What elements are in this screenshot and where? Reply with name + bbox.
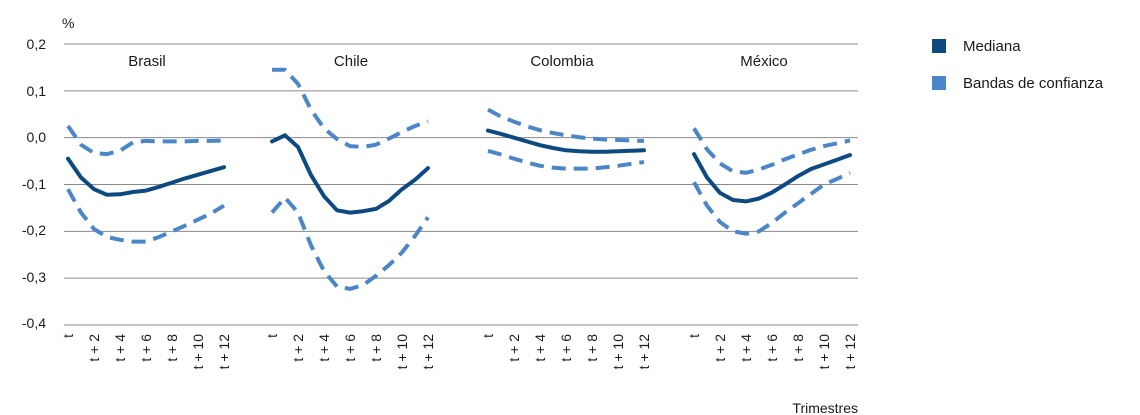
- series-banda-inferior-line: [66, 188, 226, 244]
- y-tick-label: -0,3: [22, 269, 46, 285]
- x-tick-label: t + 4: [316, 334, 332, 362]
- legend-item-bandas: Bandas de confianza: [932, 73, 1103, 93]
- x-tick-label: t + 12: [636, 334, 652, 370]
- series-mediana-line: [692, 152, 852, 204]
- y-tick-label: 0,0: [27, 129, 47, 145]
- x-tick-label: t + 6: [342, 334, 358, 362]
- x-tick-labels: t t + 2 t + 4 t + 6 t + 8 t + 10 t + 12 t t + 2 t…: [60, 334, 858, 370]
- series-banda-superior-line: [487, 107, 645, 143]
- panel-titles: Brasil Chile Colombia México: [128, 53, 788, 70]
- x-tick-label: t + 6: [558, 334, 574, 362]
- panel-title-mexico: México: [740, 53, 788, 70]
- x-tick-label: t + 8: [584, 334, 600, 362]
- series-banda-inferior-line: [487, 148, 645, 171]
- legend-item-mediana: Mediana: [932, 36, 1103, 56]
- panel-title-brasil: Brasil: [128, 53, 166, 70]
- axis-labels: % 0,2 0,1 0,0 -0,1 -0,2 -0,3 -0,4 Trimes…: [22, 15, 858, 415]
- x-tick-label: t + 4: [532, 334, 548, 362]
- y-tick-label: -0,2: [22, 222, 46, 238]
- y-tick-label: -0,1: [22, 176, 46, 192]
- x-tick-label: t + 6: [764, 334, 780, 362]
- x-tick-label: t + 8: [790, 334, 806, 362]
- x-tick-label: t + 12: [842, 334, 858, 370]
- x-tick-label: t + 10: [816, 334, 832, 370]
- legend-label: Mediana: [963, 37, 1021, 55]
- x-tick-label: t + 12: [420, 334, 436, 370]
- x-tick-label: t + 6: [138, 334, 154, 362]
- series-banda-superior-line: [272, 67, 429, 149]
- y-tick-label: 0,1: [27, 83, 47, 99]
- series-banda-inferior-line: [692, 170, 851, 236]
- series-mediana-line: [486, 128, 646, 154]
- x-tick-label: t + 10: [394, 334, 410, 370]
- panel-title-colombia: Colombia: [530, 53, 594, 70]
- x-tick-label: t: [60, 334, 76, 338]
- x-tick-label: t + 4: [738, 334, 754, 362]
- series-banda-superior-line: [66, 124, 225, 157]
- x-tick-label: t + 12: [216, 334, 232, 370]
- legend-swatch-mediana: [932, 39, 946, 53]
- series-banda-inferior-line: [270, 195, 430, 291]
- x-tick-label: t + 10: [610, 334, 626, 370]
- x-tick-label: t + 4: [112, 334, 128, 362]
- x-tick-label: t: [686, 334, 702, 338]
- x-tick-label: t + 8: [164, 334, 180, 362]
- x-tick-label: t + 10: [190, 334, 206, 370]
- series-mediana-line: [270, 133, 430, 215]
- series-mediana-line: [66, 156, 226, 197]
- x-tick-label: t: [480, 334, 496, 338]
- x-tick-label: t + 2: [712, 334, 728, 362]
- x-tick-label: t: [264, 334, 280, 338]
- x-axis-title: Trimestres: [792, 400, 858, 415]
- y-tick-label: -0,4: [22, 315, 46, 331]
- legend-label: Bandas de confianza: [963, 74, 1104, 92]
- x-tick-label: t + 2: [86, 334, 102, 362]
- grid-lines: [64, 43, 858, 326]
- series-layer: [66, 67, 852, 291]
- series-banda-superior-line: [692, 127, 851, 175]
- x-tick-label: t + 2: [506, 334, 522, 362]
- legend: Mediana Bandas de confianza: [932, 36, 1103, 110]
- y-tick-label: 0,2: [27, 36, 47, 52]
- x-tick-label: t + 2: [290, 334, 306, 362]
- panel-title-chile: Chile: [334, 53, 368, 70]
- legend-swatch-bandas: [932, 76, 946, 90]
- x-tick-label: t + 8: [368, 334, 384, 362]
- y-axis-unit-label: %: [62, 15, 74, 31]
